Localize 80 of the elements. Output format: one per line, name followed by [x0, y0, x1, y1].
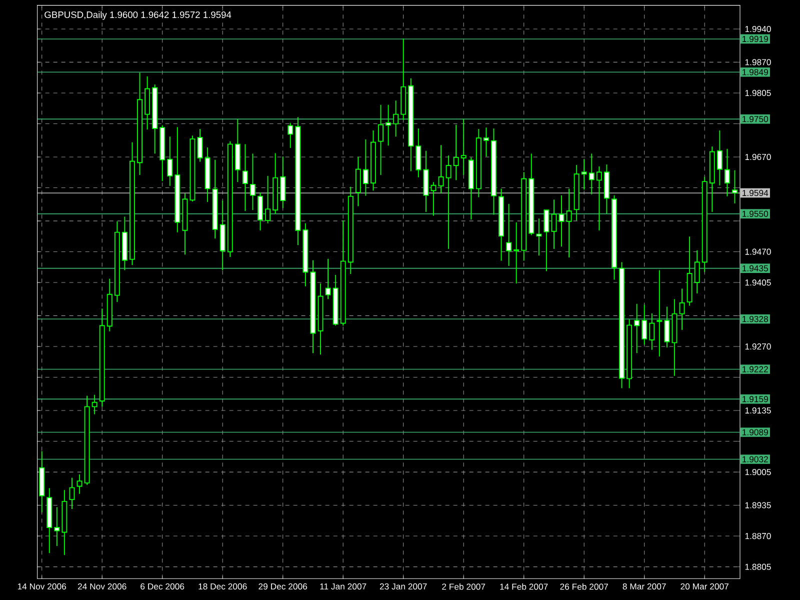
candlestick — [362, 138, 368, 196]
candlestick — [280, 156, 286, 209]
candlestick — [258, 192, 263, 231]
ref-line-label: 1.9159 — [742, 396, 768, 402]
candlestick — [393, 100, 399, 138]
y-tick-label: 1.9940 — [745, 26, 771, 32]
candlestick — [634, 303, 640, 354]
ref-line-label: 1.9594 — [742, 190, 768, 196]
candlestick — [506, 203, 512, 266]
candlestick — [551, 199, 557, 250]
candlestick — [430, 182, 436, 216]
y-tick-label: 1.8805 — [745, 564, 771, 570]
ref-line-label: 1.9222 — [742, 366, 768, 372]
candlestick — [483, 127, 489, 157]
candlestick — [656, 270, 662, 357]
y-tick-label: 1.9270 — [745, 343, 771, 350]
candlestick — [242, 144, 248, 212]
candlestick — [694, 250, 700, 294]
x-tick-label: 6 Dec 2006 — [140, 583, 184, 590]
y-tick-label: 1.9805 — [745, 90, 771, 96]
ref-line-label: 1.9550 — [742, 210, 768, 217]
ref-line-label: 1.9750 — [742, 116, 768, 122]
candlestick — [558, 194, 564, 247]
candlestick — [54, 506, 60, 546]
candlestick — [355, 156, 361, 207]
candlestick — [265, 175, 271, 224]
candlestick — [724, 148, 730, 197]
candlestick — [250, 153, 256, 210]
candlestick — [544, 209, 550, 272]
x-tick-label: 2 Feb 2007 — [442, 583, 486, 590]
candlestick — [197, 128, 203, 162]
y-tick-label: 1.8870 — [745, 532, 771, 540]
candlestick — [76, 474, 82, 494]
x-tick-label: 23 Jan 2007 — [380, 583, 427, 590]
x-tick-label: 29 Dec 2006 — [258, 583, 308, 590]
candlestick — [679, 288, 685, 330]
y-tick-label: 1.9670 — [745, 154, 771, 160]
candlestick — [649, 312, 655, 350]
candlestick — [416, 128, 422, 178]
candlestick — [536, 218, 542, 256]
candlestick — [642, 304, 648, 346]
ref-line-label: 1.9089 — [742, 429, 768, 436]
candlestick — [460, 118, 466, 176]
candlestick — [716, 130, 722, 186]
candlestick — [438, 144, 444, 194]
candlestick — [581, 158, 587, 190]
ref-line-label: 1.9328 — [742, 316, 768, 322]
y-tick-label: 1.9470 — [745, 248, 771, 255]
x-tick-label: 20 Mar 2007 — [680, 583, 728, 590]
x-tick-label: 26 Feb 2007 — [560, 583, 608, 590]
ref-line-label: 1.9032 — [742, 456, 768, 462]
candlestick — [596, 166, 602, 231]
candlestick — [566, 188, 572, 258]
y-tick-label: 1.9405 — [745, 279, 771, 286]
candlestick — [664, 306, 670, 348]
y-tick-label: 1.9135 — [745, 407, 771, 414]
candlestick — [453, 124, 459, 181]
x-tick-label: 24 Nov 2006 — [78, 583, 126, 590]
x-tick-label: 11 Jan 2007 — [320, 583, 366, 590]
candlestick — [732, 170, 738, 204]
ref-line-label: 1.9919 — [742, 36, 768, 42]
candlestick — [446, 155, 452, 250]
candlestick — [92, 394, 98, 415]
text: GBPUSD,Daily 1.9600 1.9642 1.9572 1.9594 — [44, 11, 232, 20]
y-tick-label: 1.8935 — [745, 502, 771, 508]
candlestick — [288, 122, 294, 148]
candlestick — [378, 104, 384, 176]
ref-line-label: 1.9849 — [742, 69, 768, 76]
candlestick — [588, 153, 594, 195]
y-tick-label: 1.9870 — [745, 59, 771, 66]
candlestick — [386, 104, 392, 146]
candlestick — [325, 258, 331, 300]
candlestick — [69, 477, 75, 510]
candlestick — [167, 136, 173, 186]
x-tick-label: 18 Dec 2006 — [198, 583, 247, 590]
x-tick-label: 8 Mar 2007 — [622, 583, 666, 590]
x-tick-label: 14 Feb 2007 — [500, 583, 548, 590]
y-tick-label: 1.9005 — [745, 468, 771, 476]
x-tick-label: 14 Nov 2006 — [18, 583, 66, 590]
ref-line-label: 1.9435 — [742, 265, 768, 272]
